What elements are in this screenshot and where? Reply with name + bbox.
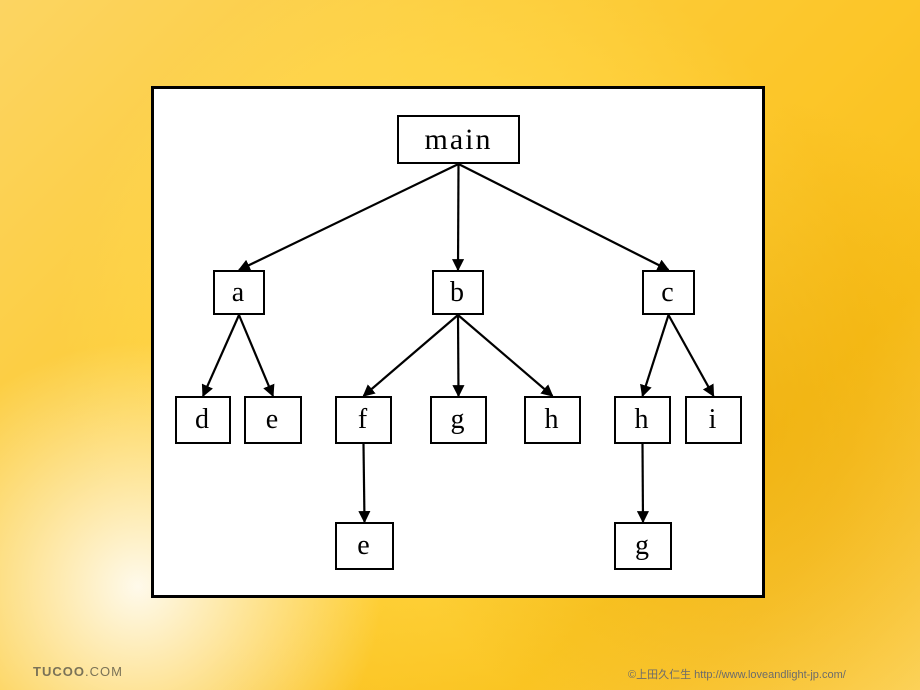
node-g2: g — [614, 522, 672, 570]
node-i: i — [685, 396, 742, 444]
watermark-right-text: ©上田久仁生 http://www.loveandlight-jp.com/ — [628, 669, 846, 681]
node-h: h — [524, 396, 581, 444]
node-main: main — [397, 115, 520, 164]
node-f: f — [335, 396, 392, 444]
node-e: e — [244, 396, 302, 444]
node-d: d — [175, 396, 231, 444]
node-b: b — [432, 270, 484, 315]
watermark-left: TUCOO.COM — [33, 664, 123, 679]
watermark-left-thin: .COM — [85, 664, 123, 679]
node-a: a — [213, 270, 265, 315]
node-h2: h — [614, 396, 671, 444]
node-c: c — [642, 270, 695, 315]
watermark-right: ©上田久仁生 http://www.loveandlight-jp.com/ — [628, 666, 846, 682]
node-g: g — [430, 396, 487, 444]
watermark-left-bold: TUCOO — [33, 664, 85, 679]
node-e2: e — [335, 522, 394, 570]
